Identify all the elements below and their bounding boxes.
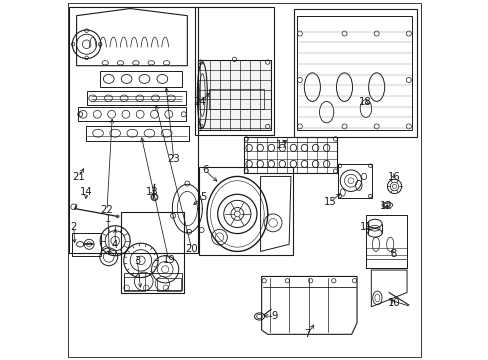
Bar <box>293 9 416 137</box>
Text: 1: 1 <box>104 213 111 224</box>
Text: 13: 13 <box>146 187 158 197</box>
Text: 19: 19 <box>162 255 175 265</box>
Text: 16: 16 <box>386 172 399 182</box>
Bar <box>365 215 406 267</box>
Text: 5: 5 <box>200 192 206 202</box>
Bar <box>87 91 185 105</box>
Text: 24: 24 <box>193 97 206 107</box>
Text: 6: 6 <box>202 165 208 175</box>
Text: 7: 7 <box>303 329 309 339</box>
Text: 3: 3 <box>134 256 140 266</box>
Bar <box>123 277 145 291</box>
Text: 14: 14 <box>80 187 93 197</box>
Bar <box>297 16 411 130</box>
Text: 12: 12 <box>380 202 392 211</box>
Bar <box>195 7 273 135</box>
Bar <box>365 258 406 267</box>
Text: 8: 8 <box>390 249 396 259</box>
Text: 18: 18 <box>358 97 371 107</box>
Bar <box>121 212 183 293</box>
Text: 23: 23 <box>167 154 180 164</box>
Text: 4: 4 <box>112 240 118 250</box>
Text: 11: 11 <box>359 222 371 232</box>
Text: 10: 10 <box>386 298 399 308</box>
Text: 15: 15 <box>323 197 336 207</box>
Bar <box>198 60 271 130</box>
Text: 20: 20 <box>185 244 198 253</box>
Text: 9: 9 <box>271 311 278 321</box>
Bar <box>123 273 182 290</box>
Text: 2: 2 <box>70 222 77 232</box>
Bar <box>208 89 264 109</box>
Bar <box>69 7 198 253</box>
Bar <box>157 278 181 292</box>
Bar <box>85 126 189 141</box>
Bar <box>198 167 293 255</box>
Text: 17: 17 <box>276 140 288 150</box>
Bar <box>100 71 182 87</box>
Text: 22: 22 <box>101 205 113 215</box>
Bar <box>78 108 185 121</box>
Text: 21: 21 <box>72 172 84 182</box>
Bar <box>337 164 371 198</box>
Bar <box>72 233 101 256</box>
